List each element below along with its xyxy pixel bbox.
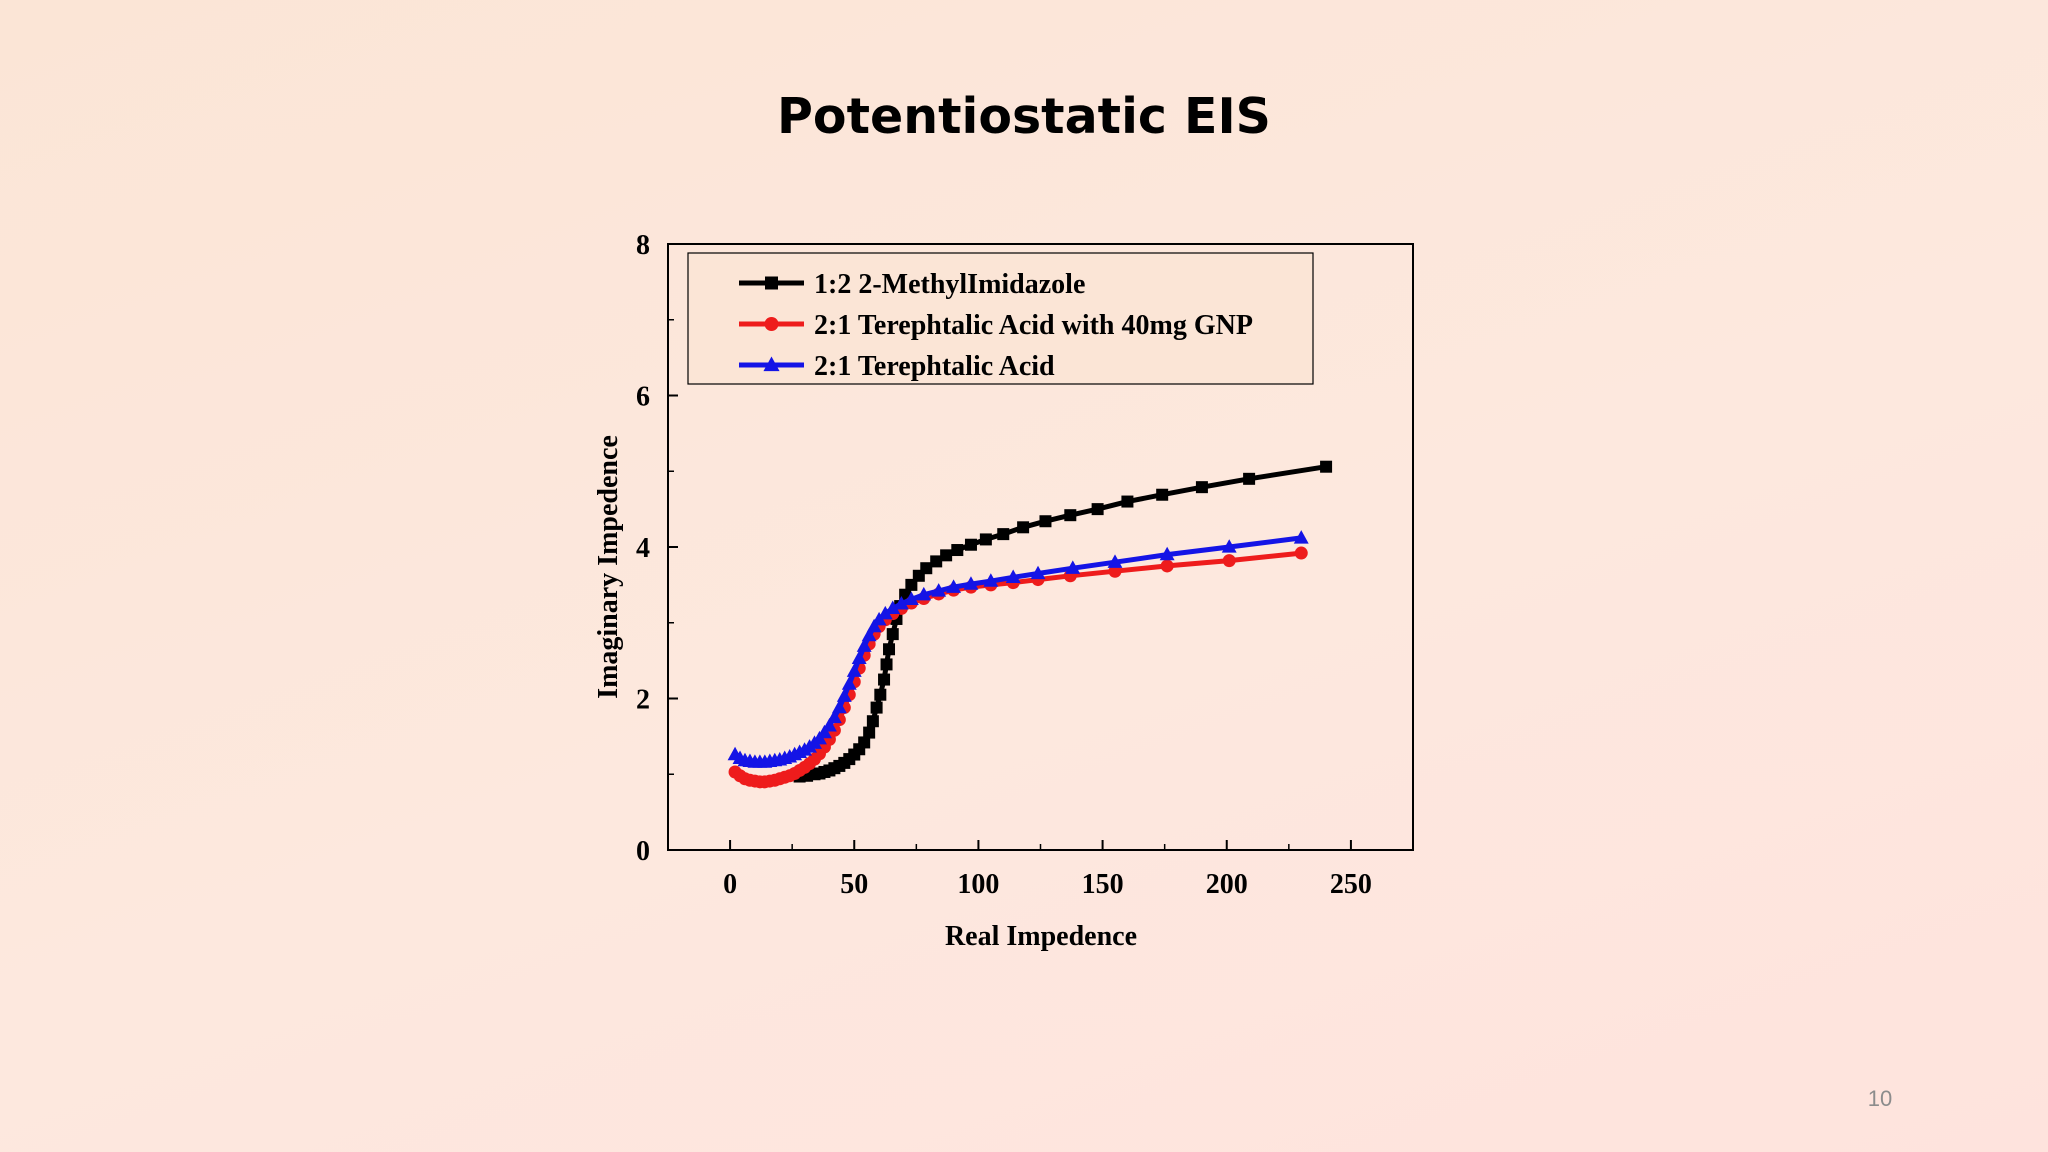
data-point xyxy=(1243,472,1256,485)
data-point xyxy=(1195,481,1208,494)
data-point xyxy=(863,726,876,739)
data-point xyxy=(858,736,871,749)
series-line xyxy=(732,535,1304,765)
legend-marker xyxy=(765,276,778,290)
data-point xyxy=(866,618,882,633)
data-point xyxy=(1107,554,1123,568)
series-group xyxy=(727,460,1333,789)
legend-entry: 1:2 2-MethylImidazole xyxy=(739,269,1085,300)
data-point xyxy=(883,643,896,656)
legend-entry: 2:1 Terephtalic Acid with 40mg GNP xyxy=(739,310,1253,341)
legend-label: 1:2 2-MethylImidazole xyxy=(814,269,1085,300)
data-point xyxy=(870,701,883,714)
x-tick-label: 150 xyxy=(1082,869,1124,900)
data-point xyxy=(1091,503,1104,516)
x-tick-label: 50 xyxy=(840,869,868,900)
data-point xyxy=(856,638,872,652)
y-tick-label: 2 xyxy=(636,685,650,716)
data-point xyxy=(1221,539,1237,553)
data-point xyxy=(846,663,862,677)
data-point xyxy=(940,549,953,562)
legend-entry: 2:1 Terephtalic Acid xyxy=(739,351,1055,382)
y-tick-label: 4 xyxy=(636,533,650,564)
data-point xyxy=(963,576,979,590)
y-tick-label: 8 xyxy=(636,230,650,261)
data-point xyxy=(880,658,893,671)
data-point xyxy=(878,673,891,686)
data-point xyxy=(861,627,877,642)
legend-label: 2:1 Terephtalic Acid with 40mg GNP xyxy=(814,310,1253,341)
data-point xyxy=(1030,565,1046,580)
slide-title: Potentiostatic EIS xyxy=(777,88,1271,145)
data-point xyxy=(1005,569,1021,583)
data-point xyxy=(1039,515,1052,528)
legend-label: 2:1 Terephtalic Acid xyxy=(814,351,1055,382)
data-point xyxy=(817,724,832,739)
data-point xyxy=(831,699,847,714)
axis-ticks: 0 50 100 150 200 250 0 2 4 6 8 xyxy=(636,230,1372,900)
data-point xyxy=(930,555,943,568)
x-tick-label: 0 xyxy=(723,869,737,900)
data-point xyxy=(877,605,893,620)
data-point xyxy=(1320,460,1333,473)
data-point xyxy=(1065,560,1081,574)
data-point xyxy=(983,573,999,587)
data-point xyxy=(851,650,867,665)
x-tick-label: 100 xyxy=(957,869,999,900)
data-point xyxy=(821,717,837,732)
data-point xyxy=(1121,495,1134,508)
data-point xyxy=(1156,488,1169,501)
x-axis-label: Real Impedence xyxy=(945,921,1137,952)
x-tick-label: 250 xyxy=(1330,869,1372,900)
data-point xyxy=(1160,559,1174,573)
data-point xyxy=(1293,530,1309,544)
x-tick-label: 200 xyxy=(1206,869,1248,900)
data-point xyxy=(874,688,887,701)
data-point xyxy=(903,591,919,605)
legend-marker xyxy=(764,317,779,331)
data-point xyxy=(997,528,1010,541)
data-point xyxy=(886,628,899,641)
data-point xyxy=(1294,546,1308,560)
data-point xyxy=(1064,509,1077,522)
data-point xyxy=(905,578,918,591)
data-point xyxy=(836,688,852,702)
data-point xyxy=(826,709,842,724)
legend: 1:2 2-MethylImidazole 2:1 Terephtalic Aci… xyxy=(687,252,1314,385)
data-point xyxy=(1017,521,1030,534)
data-point xyxy=(951,544,964,557)
legend-marker xyxy=(763,356,780,372)
data-point xyxy=(841,676,857,690)
y-tick-label: 6 xyxy=(636,382,650,413)
slide-number: 10 xyxy=(1867,1086,1893,1111)
data-point xyxy=(893,596,909,610)
data-point xyxy=(885,600,901,615)
data-point xyxy=(916,586,932,601)
data-point xyxy=(931,583,947,597)
series-2 xyxy=(728,546,1308,789)
y-axis-label: Imaginary Impedence xyxy=(593,435,624,699)
data-point xyxy=(1159,546,1175,561)
data-point xyxy=(920,562,933,575)
y-tick-label: 0 xyxy=(636,836,650,867)
legend-box xyxy=(687,252,1314,385)
data-point xyxy=(946,579,962,593)
series-3 xyxy=(727,530,1309,768)
data-point xyxy=(964,538,977,551)
data-point xyxy=(1108,564,1122,578)
data-point xyxy=(866,715,879,728)
data-point xyxy=(1222,554,1236,568)
data-point xyxy=(979,533,992,546)
